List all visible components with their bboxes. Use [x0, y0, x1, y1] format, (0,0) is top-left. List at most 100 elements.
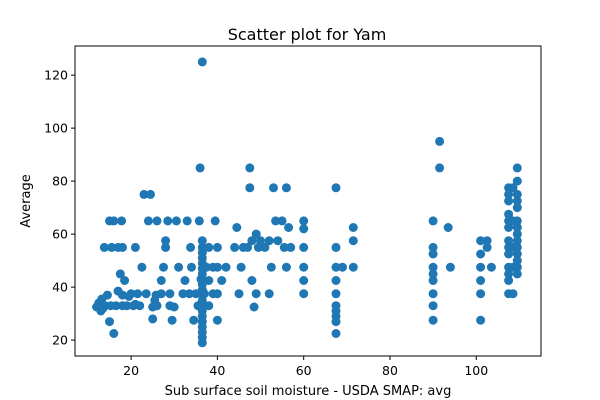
- data-point: [195, 163, 205, 173]
- data-point: [331, 329, 341, 338]
- data-point: [512, 163, 522, 173]
- data-point: [482, 236, 492, 246]
- data-point: [202, 262, 212, 272]
- data-point: [331, 289, 341, 299]
- data-point: [105, 317, 114, 327]
- data-point: [189, 315, 199, 325]
- data-point: [277, 216, 287, 226]
- data-point: [221, 262, 231, 272]
- data-point: [194, 216, 204, 226]
- data-point: [99, 242, 109, 252]
- data-point: [146, 189, 155, 199]
- data-point: [512, 249, 522, 259]
- data-point: [111, 301, 121, 311]
- data-point: [476, 236, 486, 246]
- y-tick-label: 100: [44, 121, 68, 136]
- data-point: [428, 216, 438, 226]
- data-point: [338, 262, 347, 272]
- data-point: [243, 242, 253, 252]
- data-point: [482, 242, 492, 252]
- data-point: [284, 223, 294, 232]
- data-point: [247, 236, 257, 246]
- data-point: [512, 203, 522, 213]
- data-point: [184, 289, 194, 299]
- data-point: [163, 216, 173, 226]
- data-point: [512, 242, 522, 252]
- data-point: [476, 262, 486, 272]
- data-point: [281, 183, 291, 193]
- data-point: [251, 229, 261, 239]
- data-point: [512, 262, 522, 272]
- data-point: [476, 315, 486, 325]
- data-point: [148, 314, 158, 324]
- data-point: [504, 269, 514, 279]
- data-point: [212, 289, 222, 299]
- data-point: [199, 289, 209, 299]
- data-point: [178, 289, 188, 299]
- data-point: [137, 262, 147, 272]
- data-point: [174, 262, 184, 272]
- data-point: [428, 269, 438, 279]
- data-point: [204, 242, 214, 252]
- data-point: [212, 262, 222, 272]
- data-point: [135, 301, 145, 311]
- data-point: [122, 301, 132, 311]
- data-point: [152, 301, 162, 311]
- data-point: [156, 289, 166, 299]
- data-point: [445, 262, 455, 272]
- data-point: [187, 262, 196, 272]
- data-point: [504, 236, 514, 246]
- data-point: [197, 236, 207, 246]
- data-point: [508, 183, 518, 193]
- data-point: [435, 136, 445, 146]
- data-point: [264, 289, 274, 299]
- x-tick-label: 40: [209, 363, 225, 378]
- chart-title: Scatter plot for Yam: [228, 25, 387, 44]
- y-axis-label: Average: [19, 174, 34, 227]
- y-tick-label: 20: [52, 333, 68, 348]
- data-point: [504, 209, 514, 219]
- data-point: [512, 196, 522, 206]
- data-point: [512, 216, 522, 226]
- data-point: [245, 163, 255, 173]
- data-point: [152, 216, 162, 226]
- data-point: [476, 276, 486, 285]
- data-point: [139, 189, 149, 199]
- data-point: [269, 183, 278, 193]
- data-point: [156, 276, 166, 285]
- data-point: [279, 242, 289, 252]
- data-point: [428, 242, 438, 252]
- data-point: [512, 189, 522, 199]
- data-point: [180, 276, 190, 285]
- data-point: [286, 242, 296, 252]
- data-point: [102, 290, 112, 300]
- data-point: [186, 242, 196, 252]
- data-point: [230, 242, 240, 252]
- data-point: [331, 242, 341, 252]
- data-point: [245, 183, 255, 193]
- data-point: [256, 236, 265, 246]
- data-point: [115, 269, 125, 279]
- data-point: [299, 242, 309, 252]
- y-tick-label: 60: [52, 227, 68, 242]
- data-point: [476, 249, 486, 259]
- x-tick-label: 80: [382, 363, 398, 378]
- x-axis-ticks: 20 40 60 80 100: [123, 356, 488, 378]
- data-point: [260, 242, 270, 252]
- data-point: [169, 302, 179, 312]
- data-point: [504, 196, 514, 206]
- data-point: [266, 262, 276, 272]
- data-point: [512, 269, 522, 279]
- data-point: [236, 262, 246, 272]
- plot-frame: [74, 45, 542, 357]
- y-tick-label: 120: [44, 68, 68, 83]
- data-point: [299, 216, 309, 226]
- data-point: [348, 223, 358, 232]
- data-point: [504, 189, 514, 199]
- data-point: [331, 262, 341, 272]
- data-point: [273, 236, 283, 246]
- data-point: [130, 242, 140, 252]
- data-point: [251, 289, 261, 299]
- data-point: [435, 163, 445, 173]
- data-point: [299, 276, 309, 285]
